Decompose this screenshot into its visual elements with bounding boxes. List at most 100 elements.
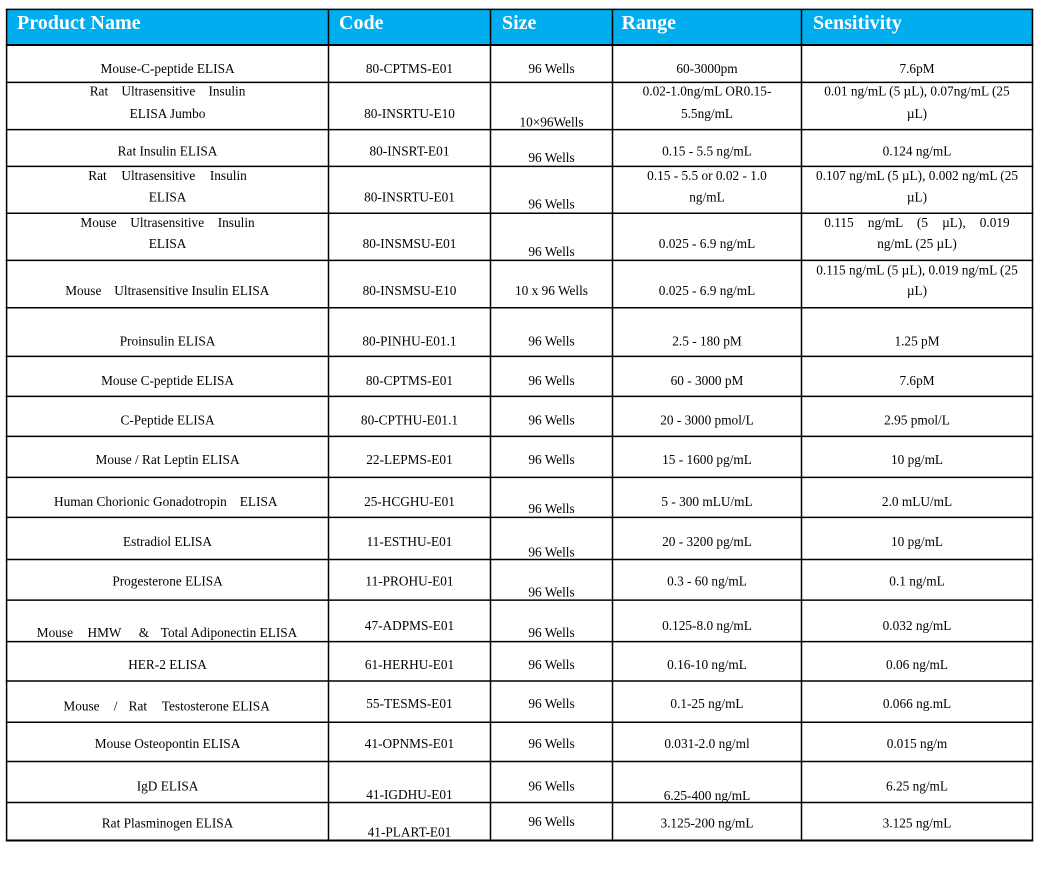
svg-text:55-TESMS-E01: 55-TESMS-E01 bbox=[366, 696, 452, 711]
svg-text:96 Wells: 96 Wells bbox=[528, 585, 574, 600]
svg-text:0.025 - 6.9 ng/mL: 0.025 - 6.9 ng/mL bbox=[659, 283, 755, 298]
svg-text:0.15 - 5.5 ng/mL: 0.15 - 5.5 ng/mL bbox=[662, 144, 752, 159]
svg-text:µL): µL) bbox=[907, 283, 927, 298]
svg-text:80-INSRTU-E10: 80-INSRTU-E10 bbox=[364, 106, 455, 121]
svg-text:Mouse-C-peptide ELISA: Mouse-C-peptide ELISA bbox=[101, 61, 235, 76]
svg-text:10×96Wells: 10×96Wells bbox=[519, 115, 583, 130]
svg-text:96 Wells: 96 Wells bbox=[528, 814, 574, 829]
svg-text:0.015 ng/m: 0.015 ng/m bbox=[887, 736, 948, 751]
svg-text:96 Wells: 96 Wells bbox=[528, 412, 574, 427]
svg-text:µL): µL) bbox=[907, 106, 927, 121]
svg-text:HMW: HMW bbox=[88, 625, 122, 640]
svg-text:60 - 3000 pM: 60 - 3000 pM bbox=[671, 373, 744, 388]
svg-text:0.115 ng/mL (5 µL), 0.019 ng/m: 0.115 ng/mL (5 µL), 0.019 ng/mL (25 bbox=[816, 262, 1018, 277]
svg-text:Product Name: Product Name bbox=[17, 12, 141, 34]
svg-text:0.032 ng/mL: 0.032 ng/mL bbox=[883, 618, 952, 633]
svg-text:Mouse C-peptide ELISA: Mouse C-peptide ELISA bbox=[101, 373, 234, 388]
svg-text:3.125 ng/mL: 3.125 ng/mL bbox=[883, 816, 952, 831]
svg-text:2.95 pmol/L: 2.95 pmol/L bbox=[884, 412, 950, 427]
svg-text:96 Wells: 96 Wells bbox=[528, 373, 574, 388]
svg-text:0.1-25 ng/mL: 0.1-25 ng/mL bbox=[670, 696, 743, 711]
svg-text:0.124 ng/mL: 0.124 ng/mL bbox=[883, 144, 952, 159]
svg-text:7.6pM: 7.6pM bbox=[899, 61, 934, 76]
svg-text:Sensitivity: Sensitivity bbox=[813, 12, 902, 34]
svg-text:41-IGDHU-E01: 41-IGDHU-E01 bbox=[366, 787, 452, 802]
svg-text:60-3000pm: 60-3000pm bbox=[676, 61, 738, 76]
svg-text:ELISA: ELISA bbox=[149, 190, 187, 205]
svg-text:96 Wells: 96 Wells bbox=[528, 625, 574, 640]
svg-text:Code: Code bbox=[339, 12, 384, 34]
svg-text:41-PLART-E01: 41-PLART-E01 bbox=[368, 824, 452, 839]
svg-text:11-ESTHU-E01: 11-ESTHU-E01 bbox=[367, 534, 453, 549]
svg-text:3.125-200 ng/mL: 3.125-200 ng/mL bbox=[660, 816, 753, 831]
svg-text:0.066 ng.mL: 0.066 ng.mL bbox=[883, 696, 951, 711]
svg-text:10 pg/mL: 10 pg/mL bbox=[891, 452, 943, 467]
svg-text:Size: Size bbox=[502, 12, 537, 34]
svg-text:80-INSRTU-E01: 80-INSRTU-E01 bbox=[364, 190, 455, 205]
svg-text:ng/mL (25 µL): ng/mL (25 µL) bbox=[877, 236, 957, 251]
svg-text:Ultrasensitive Insulin ELISA: Ultrasensitive Insulin ELISA bbox=[114, 283, 270, 298]
svg-text:80-INSRT-E01: 80-INSRT-E01 bbox=[370, 144, 450, 159]
svg-text:HER-2 ELISA: HER-2 ELISA bbox=[128, 657, 207, 672]
svg-text:6.25-400 ng/mL: 6.25-400 ng/mL bbox=[664, 788, 750, 803]
svg-text:Rat: Rat bbox=[129, 698, 148, 713]
svg-text:0.031-2.0 ng/ml: 0.031-2.0 ng/ml bbox=[664, 736, 750, 751]
svg-text:0.125-8.0 ng/mL: 0.125-8.0 ng/mL bbox=[662, 618, 752, 633]
svg-text:15 - 1600 pg/mL: 15 - 1600 pg/mL bbox=[662, 452, 752, 467]
svg-text:0.025 - 6.9 ng/mL: 0.025 - 6.9 ng/mL bbox=[659, 236, 755, 251]
svg-text:0.107 ng/mL (5 µL), 0.002 ng/m: 0.107 ng/mL (5 µL), 0.002 ng/mL (25 bbox=[816, 168, 1018, 183]
svg-text:41-OPNMS-E01: 41-OPNMS-E01 bbox=[365, 736, 454, 751]
svg-text:IgD ELISA: IgD ELISA bbox=[137, 778, 199, 793]
svg-text:Mouse: Mouse bbox=[63, 698, 99, 713]
svg-text:0.06 ng/mL: 0.06 ng/mL bbox=[886, 657, 948, 672]
svg-text:96 Wells: 96 Wells bbox=[528, 544, 574, 559]
svg-text:Total Adiponectin ELISA: Total Adiponectin ELISA bbox=[161, 625, 298, 640]
svg-text:ng/mL: ng/mL bbox=[689, 190, 724, 205]
svg-text:96 Wells: 96 Wells bbox=[528, 150, 574, 165]
svg-text:2.5 - 180 pM: 2.5 - 180 pM bbox=[672, 333, 742, 348]
svg-text:Human Chorionic Gonadotropin: Human Chorionic Gonadotropin bbox=[54, 494, 227, 509]
svg-text:80-INSMSU-E10: 80-INSMSU-E10 bbox=[363, 283, 457, 298]
svg-text:Rat Plasminogen ELISA: Rat Plasminogen ELISA bbox=[102, 816, 234, 831]
svg-text:6.25 ng/mL: 6.25 ng/mL bbox=[886, 779, 948, 794]
svg-text:2.0 mLU/mL: 2.0 mLU/mL bbox=[882, 494, 952, 509]
svg-text:47-ADPMS-E01: 47-ADPMS-E01 bbox=[365, 618, 454, 633]
svg-text:Progesterone ELISA: Progesterone ELISA bbox=[112, 574, 223, 589]
svg-text:0.115 ng/mL (5 µL), 0.019: 0.115 ng/mL (5 µL), 0.019 bbox=[824, 215, 1010, 230]
svg-text:Estradiol ELISA: Estradiol ELISA bbox=[123, 534, 212, 549]
svg-text:80-PINHU-E01.1: 80-PINHU-E01.1 bbox=[362, 333, 456, 348]
svg-text:96 Wells: 96 Wells bbox=[528, 696, 574, 711]
svg-text:96 Wells: 96 Wells bbox=[528, 736, 574, 751]
svg-text:0.3 - 60 ng/mL: 0.3 - 60 ng/mL bbox=[667, 574, 747, 589]
svg-text:0.02-1.0ng/mL OR0.15-: 0.02-1.0ng/mL OR0.15- bbox=[643, 83, 772, 98]
svg-text:0.15 - 5.5 or 0.02 - 1.0: 0.15 - 5.5 or 0.02 - 1.0 bbox=[647, 168, 767, 183]
svg-text:&: & bbox=[139, 625, 150, 640]
svg-text:96 Wells: 96 Wells bbox=[528, 452, 574, 467]
svg-text:Mouse Osteopontin ELISA: Mouse Osteopontin ELISA bbox=[95, 736, 241, 751]
svg-text:1.25 pM: 1.25 pM bbox=[894, 333, 939, 348]
svg-text:61-HERHU-E01: 61-HERHU-E01 bbox=[365, 657, 454, 672]
svg-text:5 - 300 mLU/mL: 5 - 300 mLU/mL bbox=[661, 494, 752, 509]
svg-text:96 Wells: 96 Wells bbox=[528, 61, 574, 76]
svg-text:96 Wells: 96 Wells bbox=[528, 197, 574, 212]
svg-text:ELISA: ELISA bbox=[149, 236, 187, 251]
svg-text:C-Peptide ELISA: C-Peptide ELISA bbox=[120, 412, 215, 427]
svg-text:Mouse: Mouse bbox=[65, 283, 101, 298]
svg-text:80-CPTMS-E01: 80-CPTMS-E01 bbox=[366, 61, 453, 76]
svg-text:Proinsulin ELISA: Proinsulin ELISA bbox=[120, 333, 216, 348]
svg-text:96 Wells: 96 Wells bbox=[528, 779, 574, 794]
svg-text:Range: Range bbox=[622, 12, 677, 34]
svg-text:7.6pM: 7.6pM bbox=[899, 373, 934, 388]
svg-text:Mouse / Rat Leptin ELISA: Mouse / Rat Leptin ELISA bbox=[96, 452, 240, 467]
svg-text:Rat Ultrasensitive Insulin: Rat Ultrasensitive Insulin bbox=[88, 168, 247, 183]
svg-text:/: / bbox=[114, 698, 118, 713]
svg-text:µL): µL) bbox=[907, 190, 927, 205]
svg-text:Rat Insulin ELISA: Rat Insulin ELISA bbox=[118, 144, 218, 159]
svg-text:0.16-10 ng/mL: 0.16-10 ng/mL bbox=[667, 657, 747, 672]
svg-text:20 - 3200 pg/mL: 20 - 3200 pg/mL bbox=[662, 534, 752, 549]
svg-text:ELISA Jumbo: ELISA Jumbo bbox=[130, 106, 206, 121]
svg-text:96 Wells: 96 Wells bbox=[528, 657, 574, 672]
svg-text:96 Wells: 96 Wells bbox=[528, 501, 574, 516]
svg-text:20 - 3000 pmol/L: 20 - 3000 pmol/L bbox=[660, 412, 753, 427]
svg-text:Rat Ultrasensitive Insulin: Rat Ultrasensitive Insulin bbox=[90, 83, 246, 98]
